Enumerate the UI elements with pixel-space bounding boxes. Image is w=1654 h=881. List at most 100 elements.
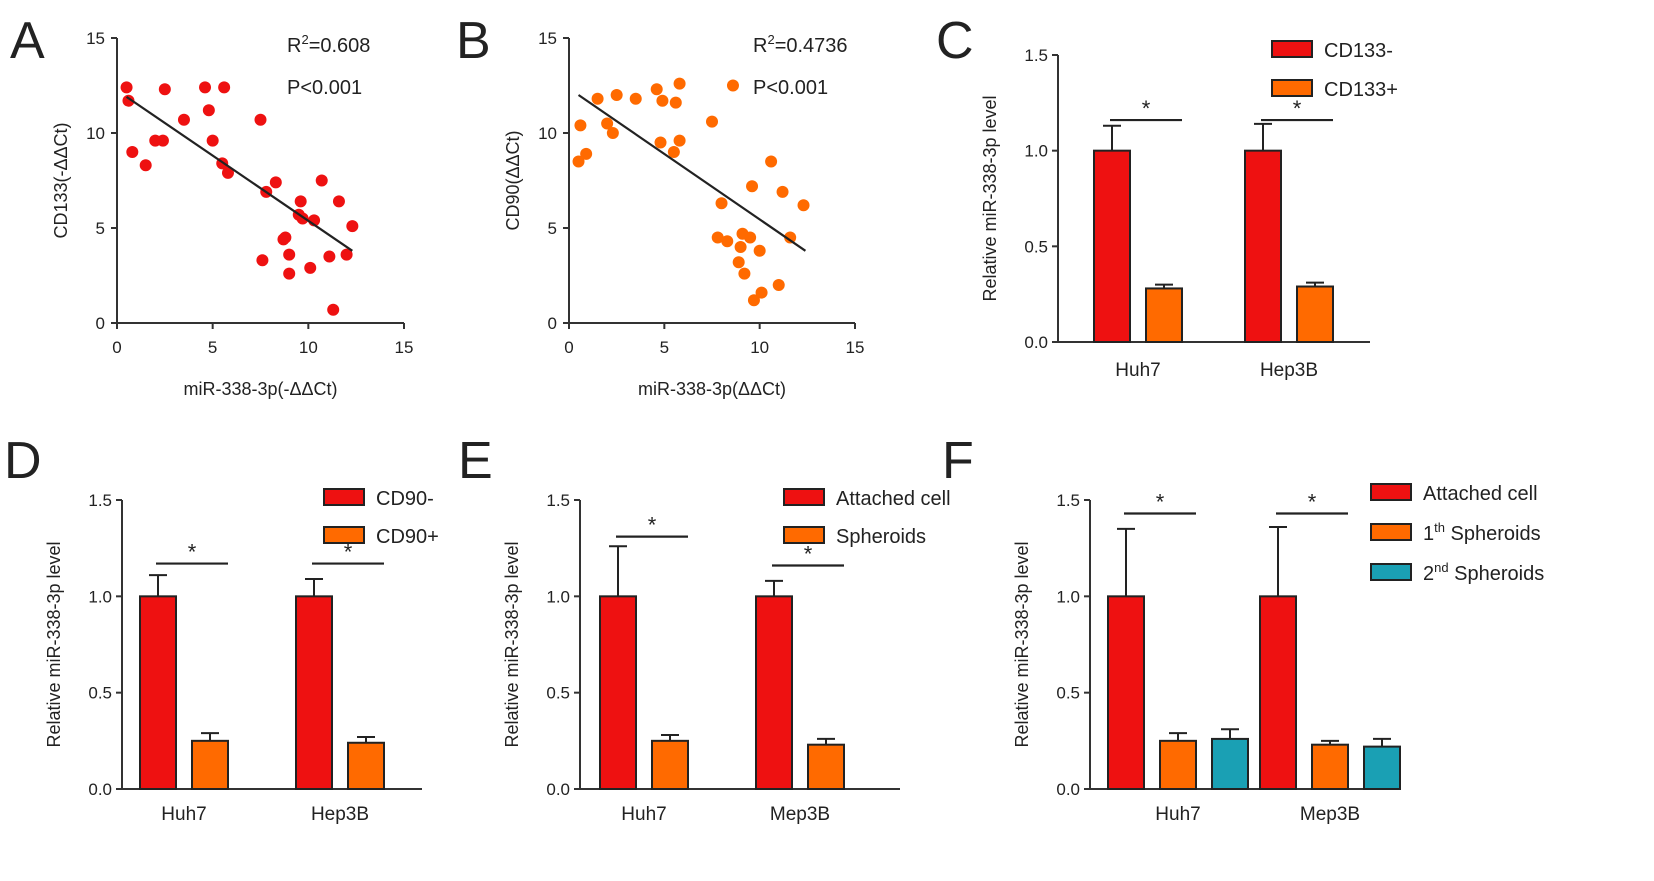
bar xyxy=(807,743,845,790)
legend-label: CD133+ xyxy=(1324,79,1398,101)
y-tick-label: 0.5 xyxy=(1056,684,1080,703)
bar xyxy=(1093,149,1131,343)
x-tick-label: 10 xyxy=(750,338,769,357)
scatter-point xyxy=(797,199,810,212)
y-tick-label: 5 xyxy=(548,219,557,238)
y-tick-label: 15 xyxy=(86,29,105,48)
significance-star: * xyxy=(1156,489,1165,514)
bar xyxy=(755,595,793,790)
scatter-point xyxy=(753,244,766,257)
y-tick-label: 15 xyxy=(538,29,557,48)
scatter-point xyxy=(732,256,745,269)
scatter-point xyxy=(256,254,269,267)
significance-star: * xyxy=(804,542,813,567)
scatter-point xyxy=(120,81,133,94)
scatter-point xyxy=(711,231,724,244)
y-tick-label: 0 xyxy=(96,314,105,333)
y-tick-label: 1.5 xyxy=(88,491,112,510)
significance-star: * xyxy=(1142,96,1151,121)
bar-chart-c: 0.0 0.5 1.0 1.5 Relative miR-338-3p level Huh… xyxy=(980,40,1398,381)
scatter-point xyxy=(199,81,212,94)
x-category-label: Mep3B xyxy=(1300,804,1360,825)
scatter-point xyxy=(269,176,282,189)
legend-label: Spheroids xyxy=(836,526,926,548)
bar xyxy=(1107,595,1145,790)
scatter-point xyxy=(706,115,718,128)
y-tick-label: 1.5 xyxy=(1024,46,1048,65)
x-tick-label: 10 xyxy=(299,338,318,357)
scatter-point xyxy=(765,155,778,168)
bar xyxy=(295,595,333,790)
y-tick-label: 1.0 xyxy=(546,587,570,606)
bar xyxy=(1145,287,1183,343)
scatter-point xyxy=(340,248,353,261)
significance-star: * xyxy=(1308,489,1317,514)
legend-swatch xyxy=(783,526,825,544)
panel-label-a: A xyxy=(10,12,45,70)
scatter-point xyxy=(177,113,190,126)
p-value-label: P<0.001 xyxy=(753,77,828,99)
scatter-point xyxy=(656,94,669,107)
x-tick-label: 15 xyxy=(395,338,414,357)
significance-star: * xyxy=(1293,96,1302,121)
scatter-point xyxy=(667,146,680,158)
scatter-point xyxy=(218,81,231,94)
legend-label: Attached cell xyxy=(836,488,951,510)
x-category-label: Huh7 xyxy=(161,804,206,825)
panel-label-b: B xyxy=(456,12,491,70)
scatter-point xyxy=(654,136,667,149)
legend-swatch xyxy=(323,526,365,544)
scatter-point xyxy=(673,77,686,90)
scatter-point xyxy=(629,92,642,105)
x-category-label: Hep3B xyxy=(311,804,369,825)
scatter-point xyxy=(772,279,785,291)
scatter-point xyxy=(610,89,623,101)
x-tick-label: 0 xyxy=(112,338,121,357)
significance-star: * xyxy=(648,513,657,538)
bar xyxy=(1311,743,1349,790)
r-squared-label: R2=0.608 xyxy=(287,32,370,57)
bar xyxy=(1244,149,1282,343)
y-tick-label: 0.0 xyxy=(1056,780,1080,799)
scatter-chart-a: 0 5 10 15 0 5 10 15 miR-338-3p(-ΔΔCt) CD133(-ΔΔCt… xyxy=(51,29,413,399)
panel-label-e: E xyxy=(458,432,493,490)
scatter-point xyxy=(279,231,292,244)
scatter-point xyxy=(591,92,604,105)
scatter-point xyxy=(206,134,219,147)
scatter-point xyxy=(126,146,139,158)
panel-label-f: F xyxy=(942,432,974,490)
bar-chart-f: 0.0 0.5 1.0 1.5 Relative miR-338-3p level Huh… xyxy=(1012,483,1544,825)
y-axis-label: Relative miR-338-3p level xyxy=(44,541,64,747)
y-axis-label: Relative miR-338-3p level xyxy=(980,95,1000,301)
y-tick-label: 1.5 xyxy=(1056,491,1080,510)
y-tick-label: 1.5 xyxy=(546,491,570,510)
legend-swatch xyxy=(1370,523,1412,541)
legend-label: Attached cell xyxy=(1423,483,1538,505)
x-tick-label: 0 xyxy=(564,338,573,357)
scatter-chart-b: 0 5 10 15 0 5 10 15 miR-338-3p(ΔΔCt) CD90(ΔΔCt) R2… xyxy=(503,29,864,399)
scatter-point xyxy=(606,127,619,139)
scatter-point xyxy=(332,195,345,208)
scatter-point xyxy=(755,286,768,299)
y-tick-label: 0.5 xyxy=(546,684,570,703)
legend-label: 2nd Spheroids xyxy=(1423,560,1544,585)
scatter-point xyxy=(346,220,359,233)
scatter-point xyxy=(747,294,760,307)
scatter-point xyxy=(721,235,734,248)
scatter-point xyxy=(139,159,152,172)
scatter-point xyxy=(221,166,234,179)
bar xyxy=(191,739,229,790)
x-category-label: Mep3B xyxy=(770,804,830,825)
scatter-point xyxy=(572,155,585,168)
y-tick-label: 1.0 xyxy=(1056,587,1080,606)
scatter-point xyxy=(158,83,171,96)
bar xyxy=(139,595,177,790)
bar-chart-d: 0.0 0.5 1.0 1.5 Relative miR-338-3p level Huh… xyxy=(44,488,439,825)
y-axis-label: Relative miR-338-3p level xyxy=(502,541,522,747)
bar xyxy=(1259,595,1297,790)
y-tick-label: 0.5 xyxy=(1024,237,1048,256)
legend-label: CD90- xyxy=(376,488,434,510)
significance-star: * xyxy=(188,540,197,565)
bar xyxy=(1296,285,1334,344)
bar xyxy=(1211,737,1249,791)
